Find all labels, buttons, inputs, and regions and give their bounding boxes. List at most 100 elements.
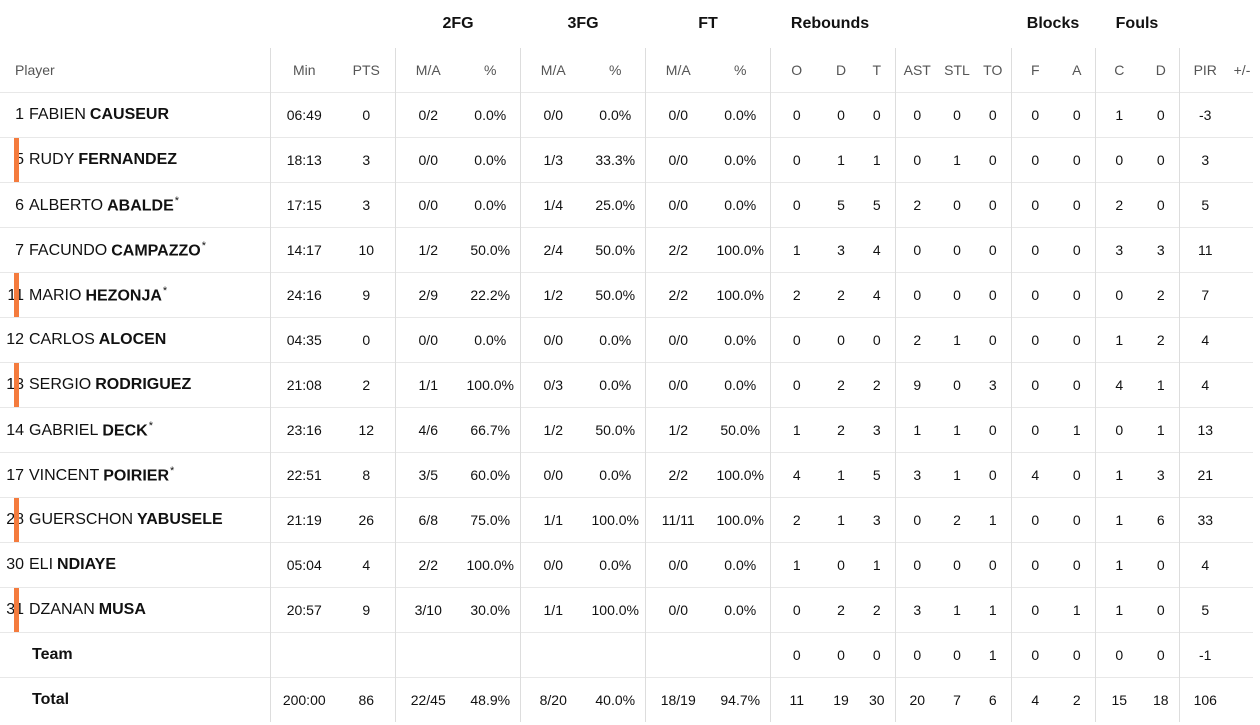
- stat-reb-o: 4: [769, 452, 823, 498]
- stat-3fg-ma: 0/0: [519, 452, 586, 498]
- column-header-blocks-against: A: [1072, 62, 1082, 78]
- player-first-name: MARIO: [29, 287, 82, 305]
- stat-ft-ma: 2/2: [644, 272, 711, 318]
- stat-3fg-pct: 0.0%: [586, 452, 645, 498]
- stat-2fg-ma: 1/2: [394, 227, 461, 273]
- table-row: 28GUERSCHONYABUSELE21:19266/875.0%1/1100…: [0, 497, 1253, 543]
- stat-2fg-pct: 75.0%: [461, 497, 520, 543]
- stat-pir: 4: [1178, 317, 1231, 363]
- stat-blk-a: 2: [1059, 677, 1095, 722]
- team-label: Team: [0, 632, 270, 678]
- stat-plus-minus: [1231, 587, 1253, 633]
- stat-2fg-pct: 0.0%: [461, 92, 520, 138]
- player-last-name: FERNANDEZ: [78, 151, 178, 168]
- stat-3fg-ma: 1/4: [519, 182, 586, 228]
- stat-min: 17:15: [269, 182, 338, 228]
- stat-ft-ma: 0/0: [644, 92, 711, 138]
- stat-ft-pct: 100.0%: [711, 497, 770, 543]
- stat-blk-f: 0: [1010, 587, 1059, 633]
- stat-to: 0: [975, 317, 1011, 363]
- stat-reb-t: 1: [859, 542, 895, 588]
- starter-marker: [14, 273, 19, 317]
- stat-reb-t: 0: [859, 317, 895, 363]
- stat-foul-c: 3: [1094, 227, 1143, 273]
- stat-ft-ma: 2/2: [644, 452, 711, 498]
- player-cell[interactable]: 1 FABIEN CAUSEUR: [0, 92, 270, 138]
- stat-foul-d: 0: [1143, 92, 1179, 138]
- stat-2fg-ma: 0/0: [394, 317, 461, 363]
- stat-reb-d: 2: [823, 407, 859, 453]
- stat-3fg-ma: 0/3: [519, 362, 586, 408]
- stat-blk-f: 0: [1010, 497, 1059, 543]
- stat-3fg-ma: 8/20: [519, 677, 586, 722]
- stat-foul-d: 1: [1143, 407, 1179, 453]
- player-cell[interactable]: 5 RUDY FERNANDEZ: [0, 137, 270, 183]
- player-last-name: CAMPAZZO: [111, 242, 201, 260]
- stat-pts: 9: [338, 587, 395, 633]
- column-header-plus-minus: +/-: [1233, 62, 1251, 78]
- stat-to: 0: [975, 272, 1011, 318]
- player-first-name: VINCENT: [29, 467, 100, 485]
- stat-pts: 3: [338, 137, 395, 183]
- stat-2fg-pct: 50.0%: [461, 227, 520, 273]
- stat-blk-f: 0: [1010, 227, 1059, 273]
- player-cell[interactable]: 14 GABRIEL DECK*: [0, 407, 270, 453]
- stat-foul-c: 2: [1094, 182, 1143, 228]
- column-header-ft-pct: %: [734, 62, 747, 78]
- stat-plus-minus: [1231, 227, 1253, 273]
- stat-to: 1: [975, 497, 1011, 543]
- stat-ft-ma: 0/0: [644, 317, 711, 363]
- stat-2fg-pct: 60.0%: [461, 452, 520, 498]
- stat-blk-f: 0: [1010, 317, 1059, 363]
- stat-3fg-pct: [586, 632, 645, 678]
- stat-foul-c: 1: [1094, 542, 1143, 588]
- stat-pts: 8: [338, 452, 395, 498]
- stat-blk-a: 1: [1059, 587, 1095, 633]
- table-row: 5 RUDY FERNANDEZ 18:13 3 0/0 0.0% 1/3 33.3% 0/0 0.…: [0, 137, 1253, 183]
- stat-3fg-ma: 0/0: [519, 317, 586, 363]
- stat-foul-d: 6: [1143, 497, 1179, 543]
- stat-min: [269, 632, 338, 678]
- column-header-2fg-pct: %: [484, 62, 497, 78]
- stat-ast: 3: [894, 452, 939, 498]
- stat-3fg-ma: 1/1: [519, 497, 586, 543]
- player-first-name: RUDY: [29, 151, 75, 168]
- starter-marker: [14, 138, 19, 182]
- stat-foul-d: 3: [1143, 227, 1179, 273]
- player-cell[interactable]: 30 ELI NDIAYE: [0, 542, 270, 588]
- player-cell[interactable]: 12 CARLOS ALOCEN: [0, 317, 270, 363]
- stat-reb-o: 2: [769, 497, 823, 543]
- player-last-name: POIRIER: [103, 467, 170, 485]
- stat-plus-minus: [1231, 497, 1253, 543]
- stat-reb-o: 0: [769, 92, 823, 138]
- stat-foul-c: 1: [1094, 317, 1143, 363]
- player-mark: *: [201, 239, 206, 252]
- stat-3fg-ma: 0/0: [519, 92, 586, 138]
- stat-ft-pct: 100.0%: [711, 227, 770, 273]
- player-number: 31: [0, 601, 24, 619]
- stat-stl: 0: [939, 92, 975, 138]
- stat-reb-t: 2: [859, 587, 895, 633]
- stat-blk-f: 0: [1010, 632, 1059, 678]
- player-cell[interactable]: 7 FACUNDO CAMPAZZO*: [0, 227, 270, 273]
- stat-3fg-ma: [519, 632, 586, 678]
- stat-pir: 5: [1178, 587, 1231, 633]
- starter-marker: [14, 498, 19, 542]
- stat-pir: 3: [1178, 137, 1231, 183]
- player-cell[interactable]: 6 ALBERTO ABALDE*: [0, 182, 270, 228]
- stat-ast: 0: [894, 92, 939, 138]
- stat-reb-t: 2: [859, 362, 895, 408]
- player-number: 28: [0, 511, 24, 529]
- column-header-ast: AST: [894, 48, 939, 93]
- stat-2fg-pct: 48.9%: [461, 677, 520, 722]
- stat-ast: 2: [894, 317, 939, 363]
- stat-blk-a: 0: [1059, 632, 1095, 678]
- stat-pts: 0: [338, 317, 395, 363]
- player-cell[interactable]: 17 VINCENT POIRIER*: [0, 452, 270, 498]
- stat-stl: 2: [939, 497, 975, 543]
- stat-foul-c: 15: [1094, 677, 1143, 722]
